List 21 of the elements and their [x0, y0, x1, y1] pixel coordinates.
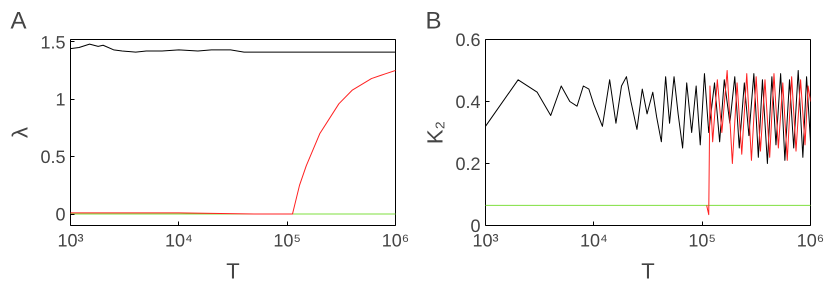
y-tick-label: 1: [55, 90, 66, 110]
y-tick-label: 0.5: [40, 147, 66, 168]
x-tick-label: 10³: [57, 230, 84, 250]
x-axis-title: T: [641, 258, 655, 284]
y-axis-title: K₂: [422, 120, 448, 144]
chart-title: B: [426, 8, 442, 34]
x-tick-label: 10⁵: [273, 230, 301, 250]
y-tick-label: 0.6: [455, 30, 481, 50]
x-tick-label: 10⁴: [164, 230, 193, 250]
x-tick-label: 10⁶: [382, 230, 410, 250]
y-axis-title: λ: [7, 127, 32, 138]
x-axis-title: T: [226, 258, 240, 284]
y-tick-label: 0.4: [455, 92, 481, 112]
chart-title: A: [10, 8, 27, 34]
y-tick-label: 0.2: [455, 154, 481, 174]
y-tick-label: 1.5: [40, 32, 66, 52]
x-tick-label: 10⁵: [688, 230, 716, 250]
x-tick-label: 10⁴: [580, 230, 608, 250]
y-tick-label: 0: [55, 204, 66, 225]
x-tick-label: 10⁶: [796, 230, 824, 250]
x-tick-label: 10³: [472, 230, 499, 250]
